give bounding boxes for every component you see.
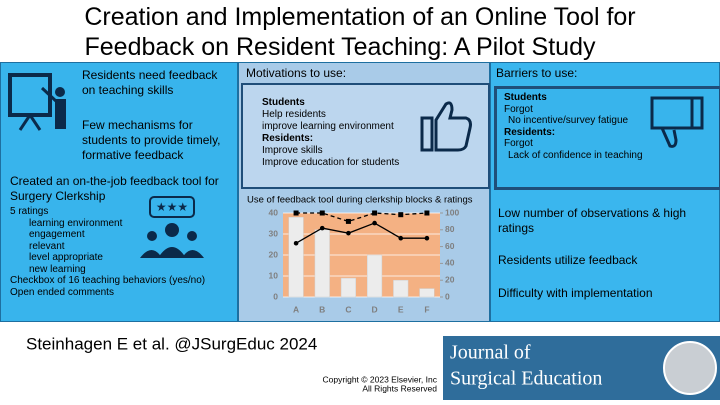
x-tick-label: B: [319, 304, 325, 314]
marker: [424, 235, 430, 241]
item: Forgot: [504, 138, 533, 149]
y-tick-label: 10: [269, 270, 279, 280]
y2-tick-label: 100: [445, 207, 459, 217]
thumbs-down-icon: [650, 96, 704, 148]
x-tick-label: C: [345, 304, 351, 314]
point: Residents need feedback on teaching skil…: [82, 68, 218, 97]
marker: [346, 230, 351, 236]
chart-title: Use of feedback tool during clerkship bl…: [247, 195, 473, 206]
line: [295, 222, 427, 244]
finding: Residents utilize feedback: [498, 253, 638, 267]
y-tick-label: 20: [269, 249, 279, 259]
item: Lack of confidence in teaching: [508, 149, 643, 161]
item: Forgot: [504, 103, 533, 115]
chart: Use of feedback tool during clerkship bl…: [247, 195, 473, 315]
y-tick-label: 0: [273, 291, 278, 301]
x-tick-label: A: [293, 304, 299, 314]
right-box: [494, 86, 720, 190]
marker: [319, 210, 325, 216]
y2-tick-label: 40: [445, 258, 455, 268]
y-tick-label: 30: [269, 228, 279, 238]
y2-tick-label: 80: [445, 224, 455, 234]
marker: [345, 218, 351, 224]
point: Few mechanisms for students to provide t…: [82, 118, 221, 162]
left-panel: [0, 62, 238, 322]
marker: [293, 240, 299, 246]
bar: [393, 279, 409, 298]
rating: level appropriate: [29, 252, 103, 263]
y-tick-label: 40: [269, 207, 279, 217]
item: Help residents: [262, 109, 326, 120]
finding: Low number of observations & high rating…: [498, 206, 687, 235]
item: No incentive/survey fatigue: [508, 115, 629, 126]
extra: Open ended comments: [10, 286, 114, 298]
heading: Motivations to use:: [246, 66, 347, 80]
item: Improve education for students: [262, 157, 400, 168]
rating: learning environment: [29, 217, 123, 229]
ratings: 5 ratings learning environment engagemen…: [10, 206, 205, 298]
y2-tick-label: 20: [445, 274, 455, 284]
group-label: Residents:: [504, 126, 556, 138]
marker: [372, 220, 377, 226]
marker: [319, 225, 325, 231]
y2-tick-label: 60: [445, 241, 455, 251]
rating: relevant: [29, 240, 65, 252]
extra: Checkbox of 16 teaching behaviors (yes/n…: [10, 275, 206, 286]
bar: [367, 254, 383, 298]
marker: [372, 210, 378, 216]
rating: new learning: [29, 263, 86, 275]
group-label: Students: [504, 92, 547, 103]
marker: [398, 235, 404, 241]
bar: [419, 288, 435, 298]
finding: Difficulty with implementation: [498, 286, 653, 300]
bar: [314, 229, 330, 298]
title: Creation and Implementation of an Online…: [0, 2, 720, 62]
tool: Created an on-the-job feedback tool for …: [10, 174, 219, 203]
citation: Steinhagen E et al. @JSurgEduc 2024: [26, 334, 317, 353]
x-tick-label: D: [372, 304, 378, 314]
group-label: Residents:: [262, 133, 314, 144]
copyright: All Rights Reserved: [362, 383, 437, 393]
journal-name: Journal of: [450, 342, 531, 364]
marker: [293, 210, 299, 216]
marker: [424, 210, 430, 216]
rating: engagement: [29, 229, 85, 240]
x-tick-label: E: [398, 304, 404, 314]
x-tick-label: F: [424, 304, 429, 314]
y2-tick-label: 0: [445, 291, 450, 301]
line: [296, 212, 427, 223]
teaching-icon: [8, 73, 66, 131]
heading: Barriers to use:: [496, 66, 578, 80]
title-line: Creation and Implementation of an Online…: [84, 3, 636, 31]
middle-box: [241, 83, 490, 189]
thumbs-up-icon: [420, 101, 472, 152]
motivations: Students Help residents improve learning…: [262, 97, 399, 169]
bar: [288, 216, 304, 298]
svg-text:★★★: ★★★: [156, 200, 188, 214]
bar: [340, 277, 356, 298]
copyright: Copyright © 2023 Elsevier, Inc: [323, 374, 438, 384]
ratings-title: 5 ratings: [10, 206, 49, 217]
item: Improve skills: [262, 145, 323, 156]
marker: [398, 212, 404, 218]
title-line: Feedback on Resident Teaching: A Pilot S…: [84, 33, 596, 61]
barriers: Students Forgot No incentive/survey fati…: [504, 92, 643, 161]
journal-seal: [663, 341, 717, 395]
group-label: Students: [262, 97, 305, 108]
journal-name: Surgical Education: [450, 368, 602, 390]
group-icon: ★★★: [140, 196, 204, 258]
item: improve learning environment: [262, 121, 394, 132]
